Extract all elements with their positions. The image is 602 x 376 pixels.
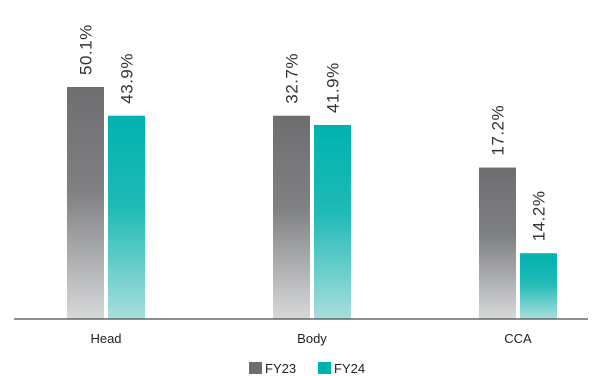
value-label-body-fy24: 41.9% <box>324 62 343 113</box>
bar-head-fy23 <box>67 87 104 319</box>
legend: FY23 FY24 <box>249 361 365 376</box>
category-tick-labels: Head Body CCA <box>90 331 532 346</box>
bar-head-fy24 <box>108 115 145 320</box>
legend-label-fy23: FY23 <box>265 361 296 376</box>
value-label-cca-fy23: 17.2% <box>489 105 508 156</box>
legend-label-fy24: FY24 <box>334 361 365 376</box>
tick-label-cca: CCA <box>504 331 532 346</box>
value-labels-layer: 50.1% 43.9% 32.7% 41.9% 17.2% 14.2% <box>77 24 549 241</box>
value-label-head-fy23: 50.1% <box>77 24 96 75</box>
bar-cca-fy24 <box>520 253 557 319</box>
value-label-head-fy24: 43.9% <box>118 53 137 104</box>
bar-body-fy23 <box>273 115 310 320</box>
bar-cca-fy23 <box>479 167 516 319</box>
tick-label-body: Body <box>297 331 327 346</box>
legend-swatch-fy23 <box>249 362 262 374</box>
bar-body-fy24 <box>314 124 351 320</box>
value-label-body-fy23: 32.7% <box>283 53 302 104</box>
bars-layer <box>67 87 557 320</box>
tick-label-head: Head <box>90 331 121 346</box>
legend-swatch-fy24 <box>318 362 331 374</box>
value-label-cca-fy24: 14.2% <box>530 191 549 242</box>
